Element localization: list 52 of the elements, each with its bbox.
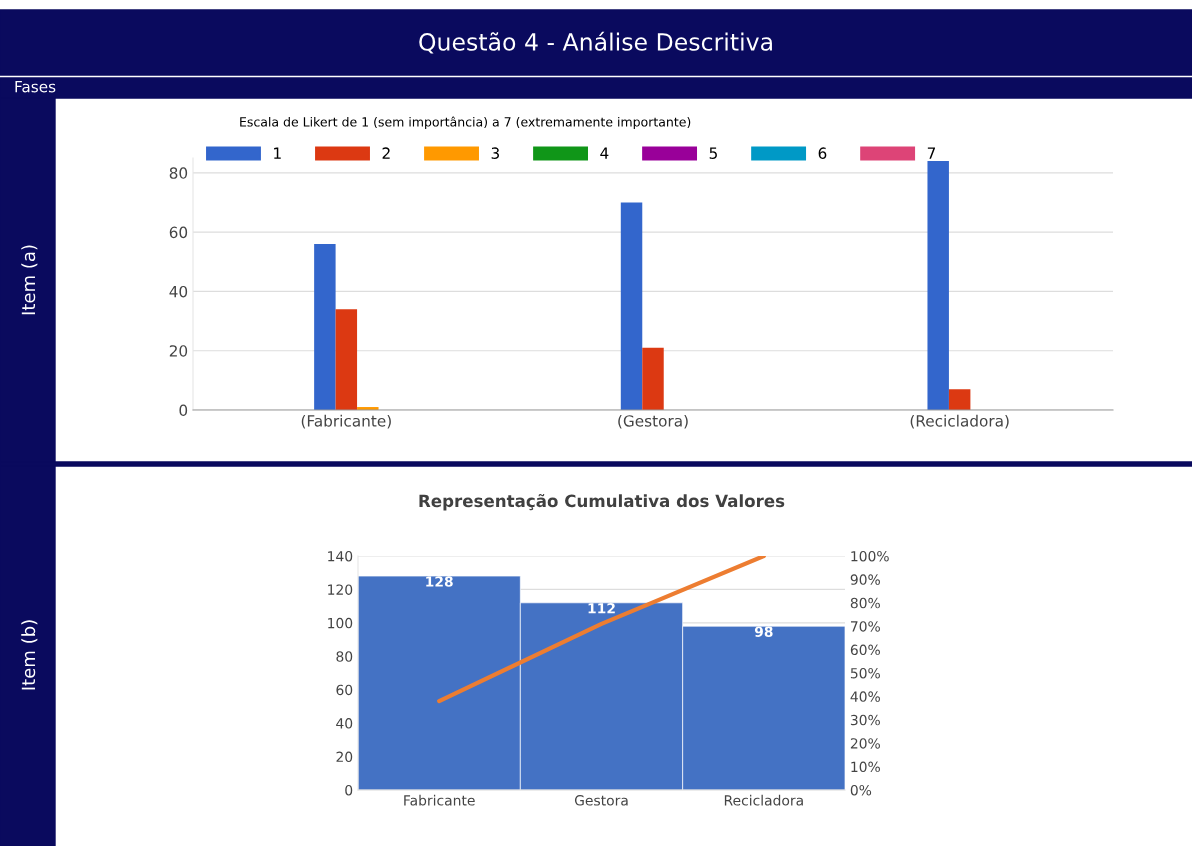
legend-label: 3: [491, 147, 499, 159]
data-label: 98: [754, 626, 773, 637]
chart-subtitle: Escala de Likert de 1 (sem importância) a 7 (extremamente importante): [240, 116, 691, 130]
y2-tick-label: 100%: [851, 550, 889, 562]
y-tick-label: 80: [169, 167, 188, 179]
y-tick-label: 40: [336, 718, 353, 729]
legend-label: 2: [382, 147, 390, 159]
legend-label: 1: [274, 147, 281, 159]
y2-tick-label: 0%: [850, 784, 872, 796]
y2-tick-label: 40%: [850, 691, 880, 702]
x-tick-label: Recicladora: [724, 794, 803, 806]
y2-tick-label: 70%: [851, 621, 880, 632]
legend-label: 4: [600, 147, 609, 159]
y-tick-label: 60: [169, 226, 188, 239]
y2-tick-label: 80%: [850, 597, 880, 609]
text: Item (b): [21, 620, 38, 690]
y-tick-label: 0: [179, 404, 188, 417]
legend-label: 5: [709, 147, 717, 159]
chart-title: Representação Cumulativa dos Valores: [419, 493, 785, 511]
bar: [948, 389, 971, 410]
x-tick-label: Fabricante: [404, 794, 475, 806]
x-tick-label: (Recicladora): [910, 414, 1009, 429]
y2-tick-label: 30%: [850, 714, 880, 726]
y-tick-label: 40: [169, 285, 188, 298]
legend-label: 7: [927, 147, 936, 159]
y-tick-label: 60: [336, 684, 353, 696]
bar: [927, 160, 949, 410]
bar: [642, 347, 664, 410]
y2-tick-label: 90%: [850, 574, 880, 585]
y2-tick-label: 10%: [851, 761, 880, 773]
text: Questão 4 - Análise Descritiva: [419, 31, 772, 54]
y-tick-label: 140: [328, 550, 353, 562]
bar: [335, 309, 358, 410]
y2-tick-label: 60%: [850, 644, 880, 656]
y2-tick-label: 50%: [850, 667, 880, 679]
x-tick-label: Gestora: [574, 795, 628, 806]
y-tick-label: 20: [169, 345, 188, 357]
bar: [314, 243, 336, 410]
x-tick-label: (Gestora): [618, 414, 688, 429]
y-tick-label: 100: [328, 617, 353, 629]
text: Item (a): [21, 245, 38, 315]
x-tick-label: (Fabricante): [301, 414, 391, 429]
legend-label: 6: [818, 147, 827, 159]
y-tick-label: 0: [345, 784, 353, 796]
text: Fases: [15, 81, 56, 93]
y-tick-label: 20: [336, 751, 353, 763]
y-tick-label: 80: [336, 651, 353, 662]
y-tick-label: 120: [328, 584, 353, 595]
data-label: 112: [588, 603, 615, 614]
y2-tick-label: 20%: [850, 738, 880, 749]
data-label: 128: [426, 576, 453, 587]
bar: [620, 202, 643, 410]
